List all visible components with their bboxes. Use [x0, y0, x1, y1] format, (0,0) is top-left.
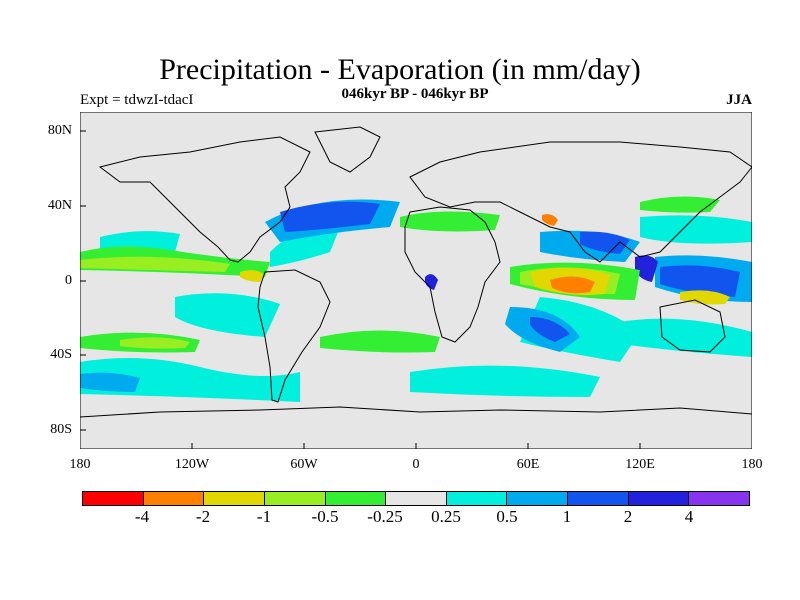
axis-ticks [80, 130, 641, 449]
lon-label-120e: 120E [625, 457, 655, 472]
chart-title: Precipitation - Evaporation (in mm/day) [159, 53, 641, 86]
colorbar-label: -0.5 [311, 507, 339, 526]
colorbar-swatch [689, 492, 750, 505]
lon-label-120w: 120W [174, 457, 210, 472]
colorbar-swatch [83, 492, 144, 505]
colorbar-label: -1 [256, 507, 272, 526]
lat-label-80n: 80N [47, 123, 72, 138]
lon-label-0: 0 [412, 457, 420, 472]
lat-label-80s: 80S [50, 422, 72, 437]
colorbar-swatch [264, 492, 326, 505]
lon-label-60e: 60E [516, 457, 540, 472]
colorbar-swatch [204, 492, 265, 505]
lat-label-40n: 40N [47, 198, 72, 213]
colorbar-label: 1 [562, 507, 572, 526]
colorbar-label: 0.25 [431, 507, 461, 526]
colorbar-label: 4 [684, 507, 694, 526]
colorbar-label: -0.25 [367, 507, 403, 526]
colorbar-label: -4 [134, 507, 150, 526]
season-label: JJA [726, 92, 752, 108]
lon-label-60w: 60W [290, 457, 318, 472]
colorbar-swatch [568, 492, 629, 505]
colorbar-label: 0.5 [496, 507, 518, 526]
colorbar-swatch [143, 492, 205, 505]
map-plot [80, 112, 752, 449]
colorbar-label: -2 [195, 507, 211, 526]
colorbar [82, 491, 750, 506]
anomaly-fields [80, 196, 752, 402]
colorbar-swatch [386, 492, 447, 505]
lon-label-180e: 180 [741, 457, 763, 472]
lat-label-0: 0 [65, 273, 72, 288]
colorbar-swatch [507, 492, 569, 505]
lon-label-180w: 180 [69, 457, 91, 472]
lat-label-40s: 40S [50, 347, 72, 362]
experiment-label: Expt = tdwzI-tdacI [80, 92, 194, 108]
colorbar-swatch [325, 492, 387, 505]
colorbar-swatch [446, 492, 508, 505]
chart-subtitle: 046kyr BP - 046kyr BP [341, 86, 489, 102]
colorbar-swatch [628, 492, 690, 505]
coastlines [80, 126, 752, 418]
colorbar-label: 2 [623, 507, 633, 526]
